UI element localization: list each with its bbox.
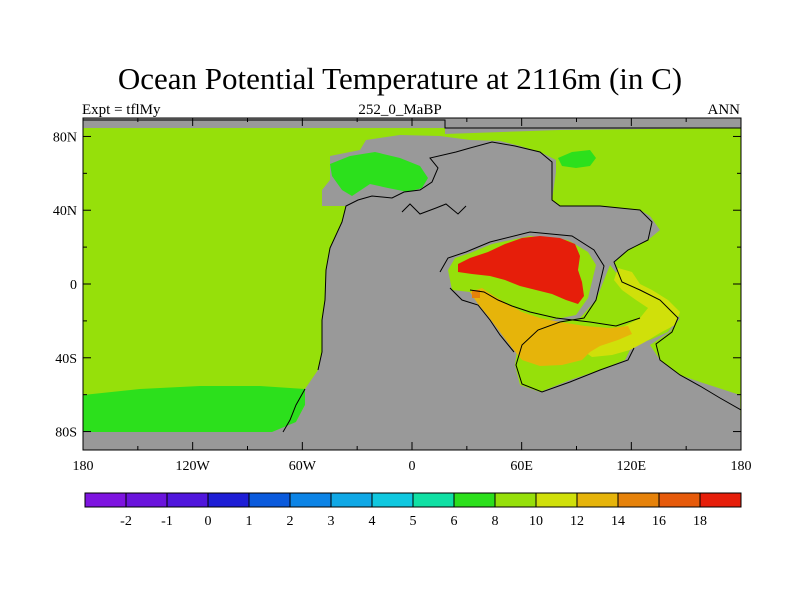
pangaea-landmass [83,118,741,450]
colorbar-label: -1 [161,514,173,529]
y-tick-label: 80N [53,130,77,145]
plot-title: Ocean Potential Temperature at 2116m (in… [117,61,683,96]
season-label: ANN [707,102,741,118]
x-tick-label: 120W [176,459,211,474]
colorbar-label: 8 [492,514,499,529]
y-tick-label: 0 [70,278,77,293]
colorbar-labels: -2 -1 0 1 2 3 4 5 6 8 10 12 14 16 18 [120,514,707,529]
colorbar-label: 1 [246,514,253,529]
experiment-label: Expt = tflMy [82,102,161,118]
colorbar-label: 10 [529,514,543,529]
axis-ticks [82,118,742,450]
axis-tick-labels: 180 120W 60W 0 60E 120E 180 80N 40N 0 40S 80S [53,130,752,474]
colorbar-swatch [248,492,291,508]
x-tick-label: 120E [617,459,647,474]
x-tick-label: 60W [289,459,317,474]
colorbar-label: 6 [451,514,458,529]
colorbar-swatch [453,492,496,508]
coastlines [83,119,741,433]
colorbar-swatch [125,492,168,508]
colorbar-label: 18 [693,514,707,529]
period-label: 252_0_MaBP [358,102,442,118]
x-tick-label: 180 [731,459,752,474]
colorbar-label: 12 [570,514,584,529]
colorbar-swatch [699,492,742,508]
southern-cold-band [83,386,305,432]
colorbar [84,492,742,508]
northeast-cold-patch [558,150,596,168]
colorbar-swatch [658,492,701,508]
colorbar-label: 2 [287,514,294,529]
y-tick-label: 40N [53,204,77,219]
x-tick-label: 180 [73,459,94,474]
colorbar-label: 0 [205,514,212,529]
tethys-warm-spot [472,290,480,298]
x-tick-label: 60E [510,459,533,474]
colorbar-label: -2 [120,514,132,529]
colorbar-swatch [166,492,209,508]
colorbar-swatch [576,492,619,508]
colorbar-swatch [535,492,578,508]
colorbar-swatch [412,492,455,508]
colorbar-label: 4 [369,514,376,529]
x-tick-label: 0 [409,459,416,474]
colorbar-swatch [617,492,660,508]
y-tick-label: 80S [55,426,77,441]
map-field [83,118,741,450]
colorbar-swatch [289,492,332,508]
colorbar-label: 3 [328,514,335,529]
colorbar-label: 5 [410,514,417,529]
tethys-south-warm [470,288,632,366]
northern-inlet-cold [330,152,428,196]
y-tick-label: 40S [55,352,77,367]
tethys-hot-core [458,236,584,304]
colorbar-label: 16 [652,514,666,529]
colorbar-label: 14 [611,514,625,529]
colorbar-swatch [84,492,127,508]
colorbar-swatch [371,492,414,508]
colorbar-swatch [330,492,373,508]
colorbar-swatch [494,492,537,508]
colorbar-swatch [207,492,250,508]
